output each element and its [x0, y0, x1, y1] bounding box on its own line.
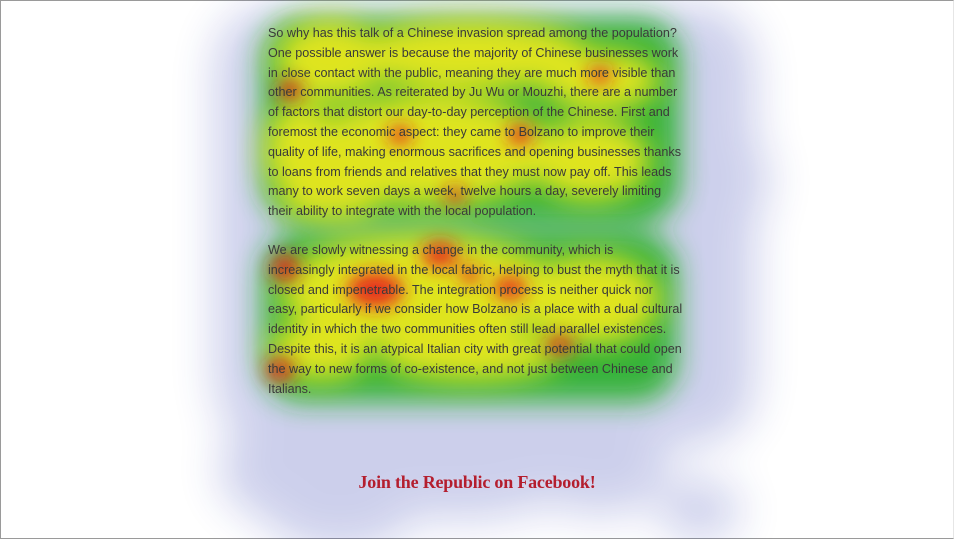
article-paragraph: So why has this talk of a Chinese invasi…	[268, 26, 682, 219]
facebook-cta-link[interactable]: Join the Republic on Facebook!	[358, 472, 596, 492]
article-paragraph: We are slowly witnessing a change in the…	[268, 242, 683, 396]
article-body: So why has this talk of a Chinese invasi…	[268, 24, 683, 399]
